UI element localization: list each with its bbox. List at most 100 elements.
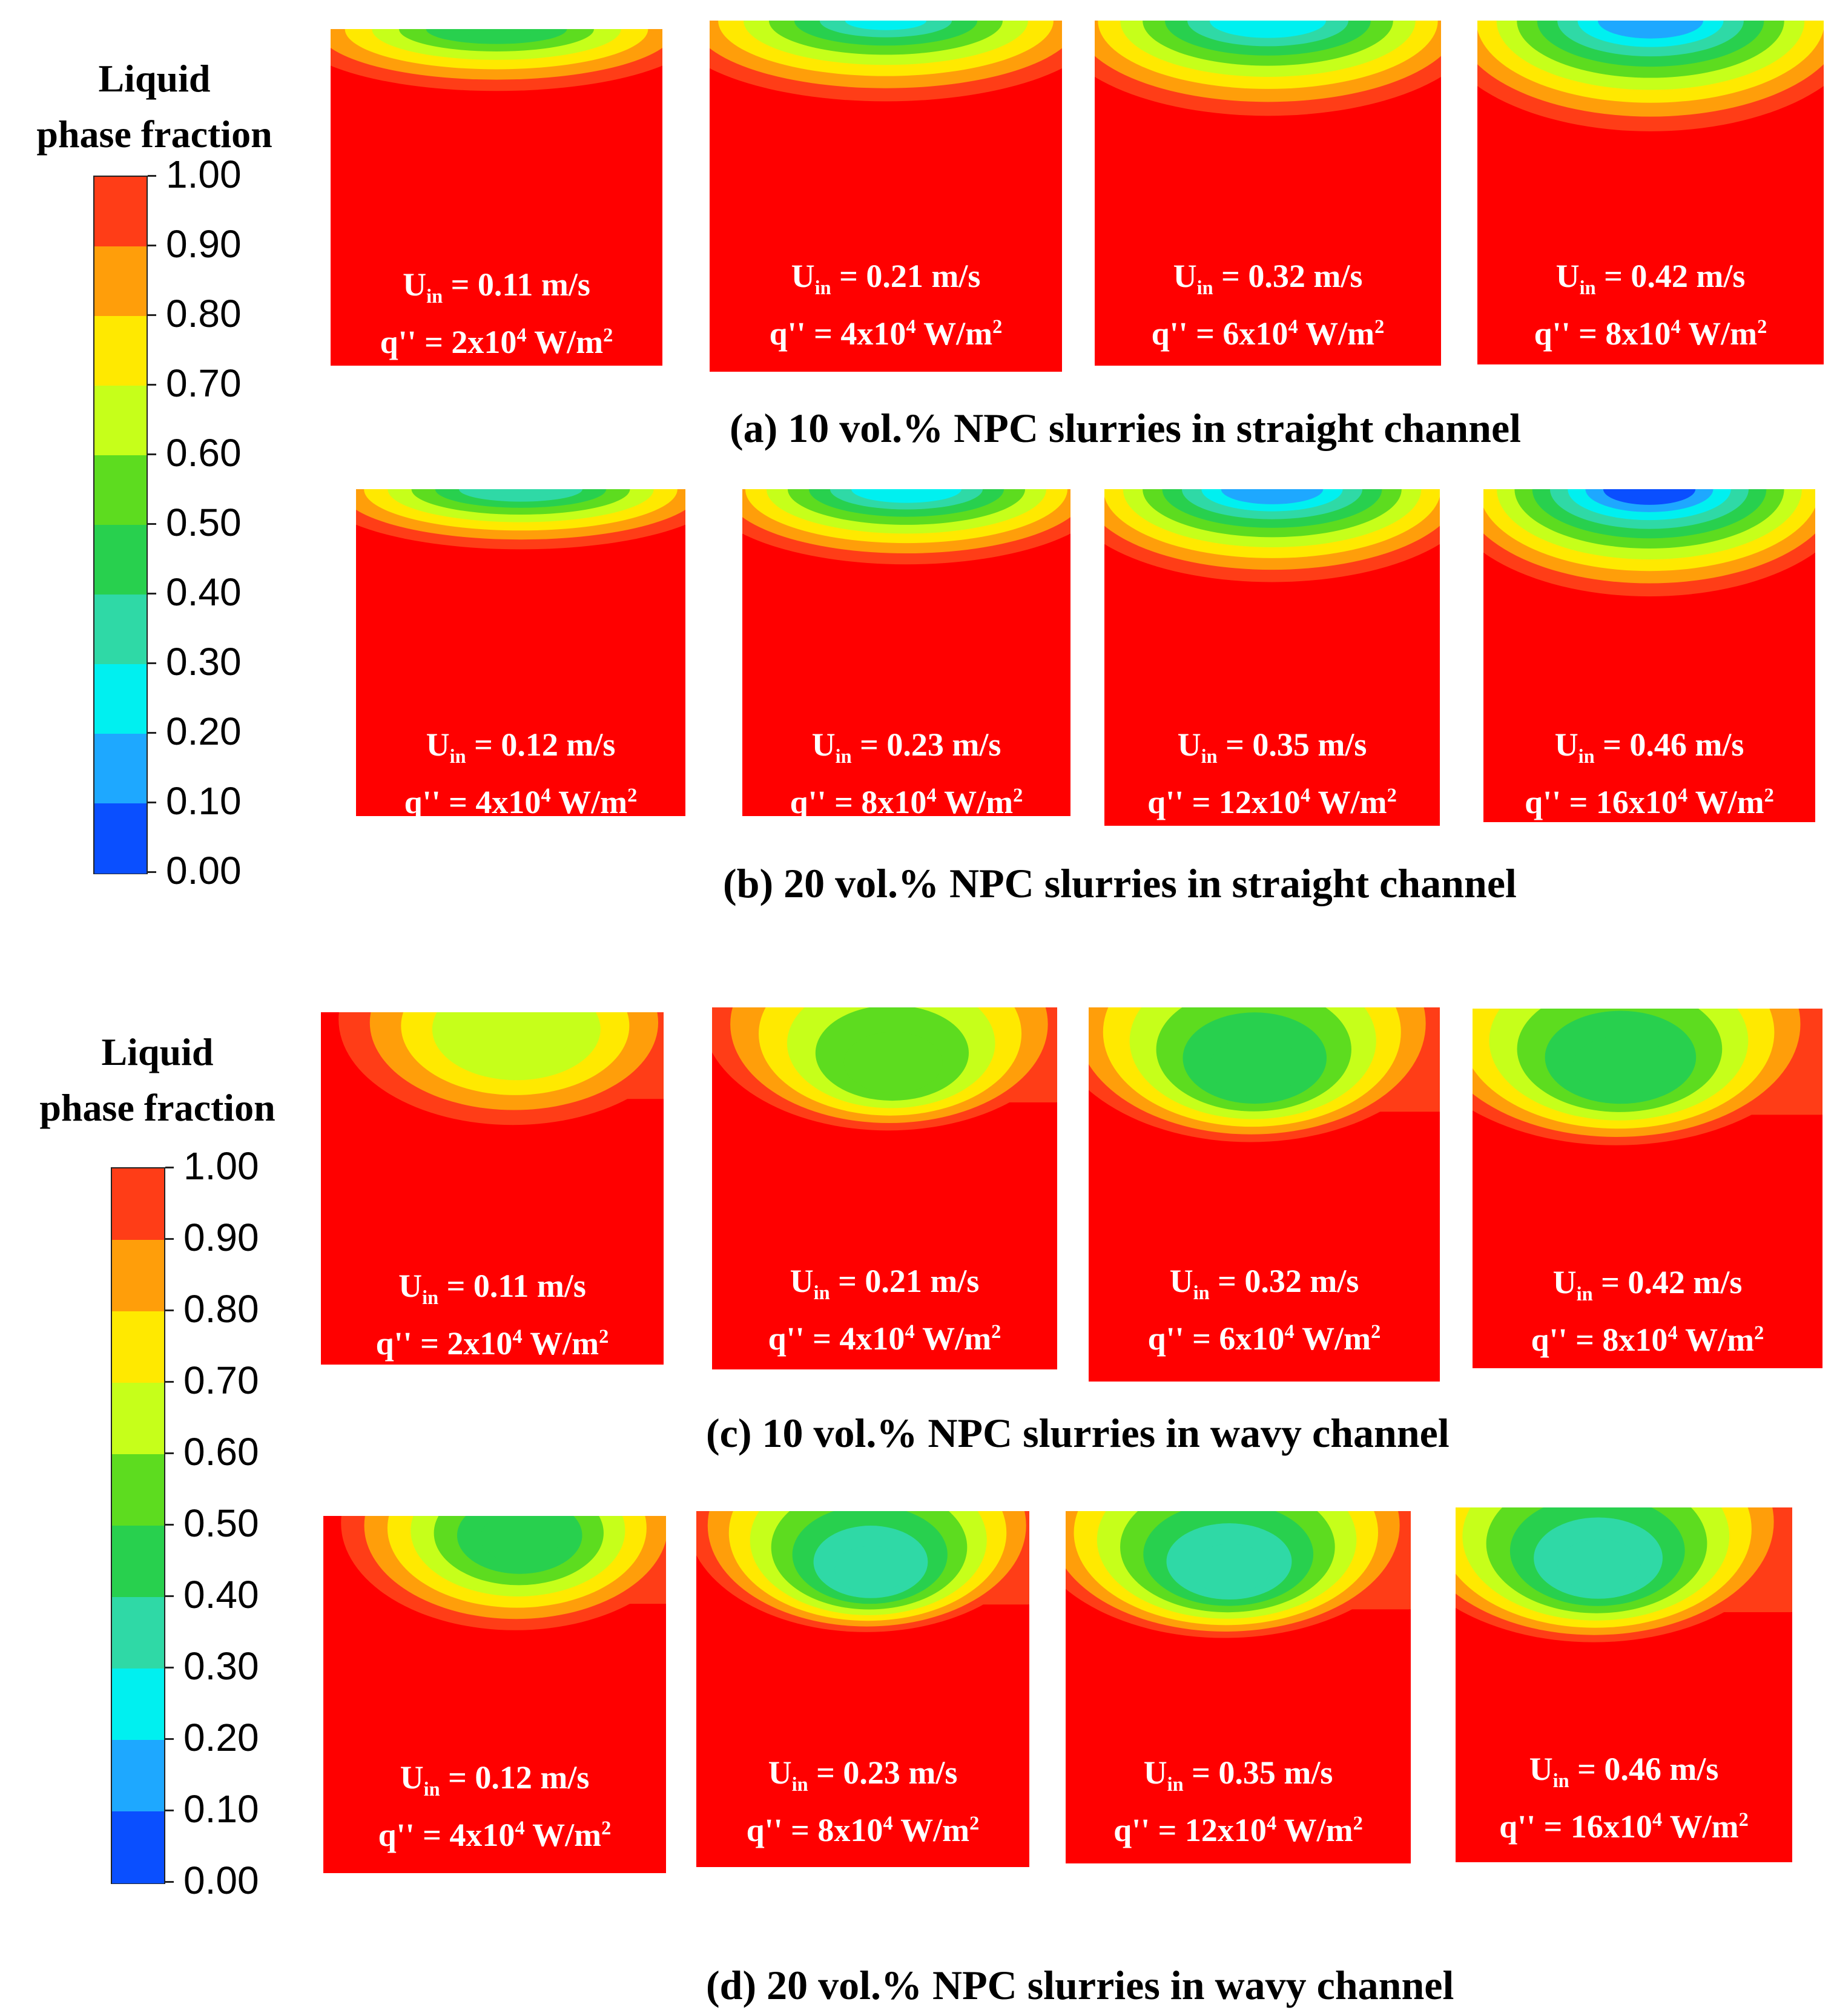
uin-symbol: U	[400, 1759, 424, 1796]
colorbar-title-line1: Liquid	[98, 57, 211, 100]
caption-a: (a) 10 vol.% NPC slurries in straight ch…	[730, 405, 1522, 451]
contour-panel: Uin = 0.23 m/s q'' = 8x104 W/m2	[696, 1511, 1029, 1867]
uin-subscript: in	[423, 1778, 440, 1800]
heat-flux-unit-exponent: 2	[992, 315, 1003, 338]
colorbar-tick-label: 0.60	[183, 1430, 259, 1474]
panel-label: Uin = 0.21 m/s q'' = 4x104 W/m2	[712, 1262, 1057, 1358]
contour-level	[463, 1012, 572, 1066]
panel-label: Uin = 0.11 m/s q'' = 2x104 W/m2	[321, 1267, 664, 1363]
heat-flux-line: q'' = 12x104 W/m2	[1104, 776, 1440, 822]
colorbar-tick-mark	[165, 1452, 174, 1454]
uin-symbol: U	[1555, 258, 1580, 294]
heat-flux-unit-exponent: 2	[991, 1320, 1001, 1343]
uin-subscript: in	[1196, 277, 1213, 299]
uin-value: = 0.23 m/s	[808, 1754, 958, 1791]
contour-panel: Uin = 0.12 m/s q'' = 4x104 W/m2	[323, 1516, 666, 1873]
panel-label: Uin = 0.23 m/s q'' = 8x104 W/m2	[696, 1753, 1029, 1850]
colorbar-tick-mark	[148, 523, 156, 525]
uin-subscript: in	[1576, 1283, 1593, 1305]
contour-level	[1618, 21, 1683, 31]
colorbar-tick-label: 0.70	[183, 1359, 259, 1402]
contour-plot	[1104, 489, 1440, 582]
heat-flux-value: q'' = 8x10	[746, 1811, 883, 1848]
colorbar-tick-mark	[165, 1881, 174, 1883]
heat-flux-value: q'' = 6x10	[1151, 315, 1288, 352]
colorbar-tick-mark	[148, 453, 156, 455]
uin-subscript: in	[1193, 1282, 1210, 1304]
heat-flux-unit: W/m	[914, 1320, 992, 1357]
heat-flux-exponent: 4	[515, 1817, 525, 1839]
heat-flux-unit-exponent: 2	[1387, 784, 1397, 806]
heat-flux-exponent: 4	[1300, 784, 1311, 806]
heat-flux-line: q'' = 8x104 W/m2	[1473, 1314, 1822, 1359]
contour-panel: Uin = 0.12 m/s q'' = 4x104 W/m2	[356, 489, 685, 816]
colorbar-tick-label: 0.20	[166, 710, 242, 753]
colorbar-band	[94, 734, 147, 804]
contour-panel: Uin = 0.23 m/s q'' = 8x104 W/m2	[742, 489, 1070, 816]
uin-line: Uin = 0.21 m/s	[791, 258, 981, 299]
caption-b: (b) 20 vol.% NPC slurries in straight ch…	[723, 860, 1517, 906]
uin-subscript: in	[1167, 1773, 1184, 1796]
contour-level	[845, 21, 927, 30]
uin-subscript: in	[1578, 745, 1595, 768]
colorbar-tick-mark	[148, 593, 156, 595]
contour-plot	[1473, 1009, 1822, 1145]
heat-flux-value: q'' = 8x10	[1534, 315, 1671, 352]
uin-line: Uin = 0.12 m/s	[400, 1759, 590, 1800]
heat-flux-value: q'' = 2x10	[380, 323, 517, 360]
uin-subscript: in	[449, 745, 466, 768]
uin-line: Uin = 0.46 m/s	[1554, 726, 1744, 768]
colorbar-tick-mark	[148, 245, 156, 246]
colorbar-band	[112, 1311, 164, 1383]
heat-flux-line: q'' = 2x104 W/m2	[331, 316, 662, 361]
contour-panel: Uin = 0.35 m/s q'' = 12x104 W/m2	[1104, 489, 1440, 826]
uin-symbol: U	[1554, 726, 1578, 763]
panel-label: Uin = 0.32 m/s q'' = 6x104 W/m2	[1095, 257, 1441, 353]
uin-symbol: U	[426, 726, 450, 763]
uin-line: Uin = 0.12 m/s	[426, 726, 616, 768]
heat-flux-unit: W/m	[524, 1816, 602, 1853]
panel-label: Uin = 0.42 m/s q'' = 8x104 W/m2	[1477, 257, 1824, 353]
heat-flux-value: q'' = 2x10	[375, 1325, 513, 1362]
heat-flux-exponent: 4	[1671, 315, 1681, 338]
panel-label: Uin = 0.42 m/s q'' = 8x104 W/m2	[1473, 1263, 1822, 1359]
colorbar-tick-label: 0.20	[183, 1716, 259, 1759]
colorbar-tick-mark	[165, 1309, 174, 1311]
colorbar-band	[94, 664, 147, 734]
contour-plot	[341, 1516, 666, 1630]
heat-flux-unit: W/m	[522, 1325, 599, 1362]
uin-line: Uin = 0.42 m/s	[1553, 1264, 1743, 1305]
contour-level	[453, 29, 540, 38]
uin-value: = 0.12 m/s	[466, 726, 616, 763]
heat-flux-line: q'' = 16x104 W/m2	[1456, 1800, 1792, 1846]
colorbar-tick-label: 0.00	[183, 1859, 259, 1902]
contour-panel: Uin = 0.42 m/s q'' = 8x104 W/m2	[1473, 1009, 1822, 1368]
heat-flux-value: q'' = 4x10	[404, 783, 541, 816]
uin-subscript: in	[1579, 277, 1596, 299]
uin-subscript: in	[422, 1286, 439, 1309]
colorbar-tick-mark	[148, 314, 156, 316]
colorbar-band	[94, 386, 147, 456]
heat-flux-unit-exponent: 2	[1371, 1320, 1381, 1343]
heat-flux-exponent: 4	[516, 324, 527, 346]
uin-line: Uin = 0.32 m/s	[1173, 258, 1363, 299]
uin-symbol: U	[403, 266, 427, 303]
colorbar-title-line1: Liquid	[101, 1030, 214, 1073]
heat-flux-value: q'' = 16x10	[1525, 783, 1678, 820]
heat-flux-line: q'' = 6x104 W/m2	[1095, 308, 1441, 353]
colorbar-tick-label: 0.30	[166, 640, 242, 684]
heat-flux-unit-exponent: 2	[1374, 315, 1385, 338]
contour-level	[1232, 21, 1304, 31]
heat-flux-line: q'' = 8x104 W/m2	[696, 1804, 1029, 1850]
uin-line: Uin = 0.42 m/s	[1555, 258, 1746, 299]
caption-c: (c) 10 vol.% NPC slurries in wavy channe…	[706, 1410, 1450, 1456]
uin-symbol: U	[791, 258, 815, 294]
uin-symbol: U	[398, 1268, 423, 1304]
colorbar-band	[112, 1168, 164, 1240]
colorbar-tick-mark	[165, 1167, 174, 1168]
colorbar-band	[112, 1383, 164, 1455]
uin-value: = 0.42 m/s	[1592, 1264, 1743, 1300]
uin-value: = 0.11 m/s	[438, 1268, 586, 1304]
colorbar-title: Liquid phase fraction	[12, 51, 297, 162]
uin-symbol: U	[768, 1754, 792, 1791]
